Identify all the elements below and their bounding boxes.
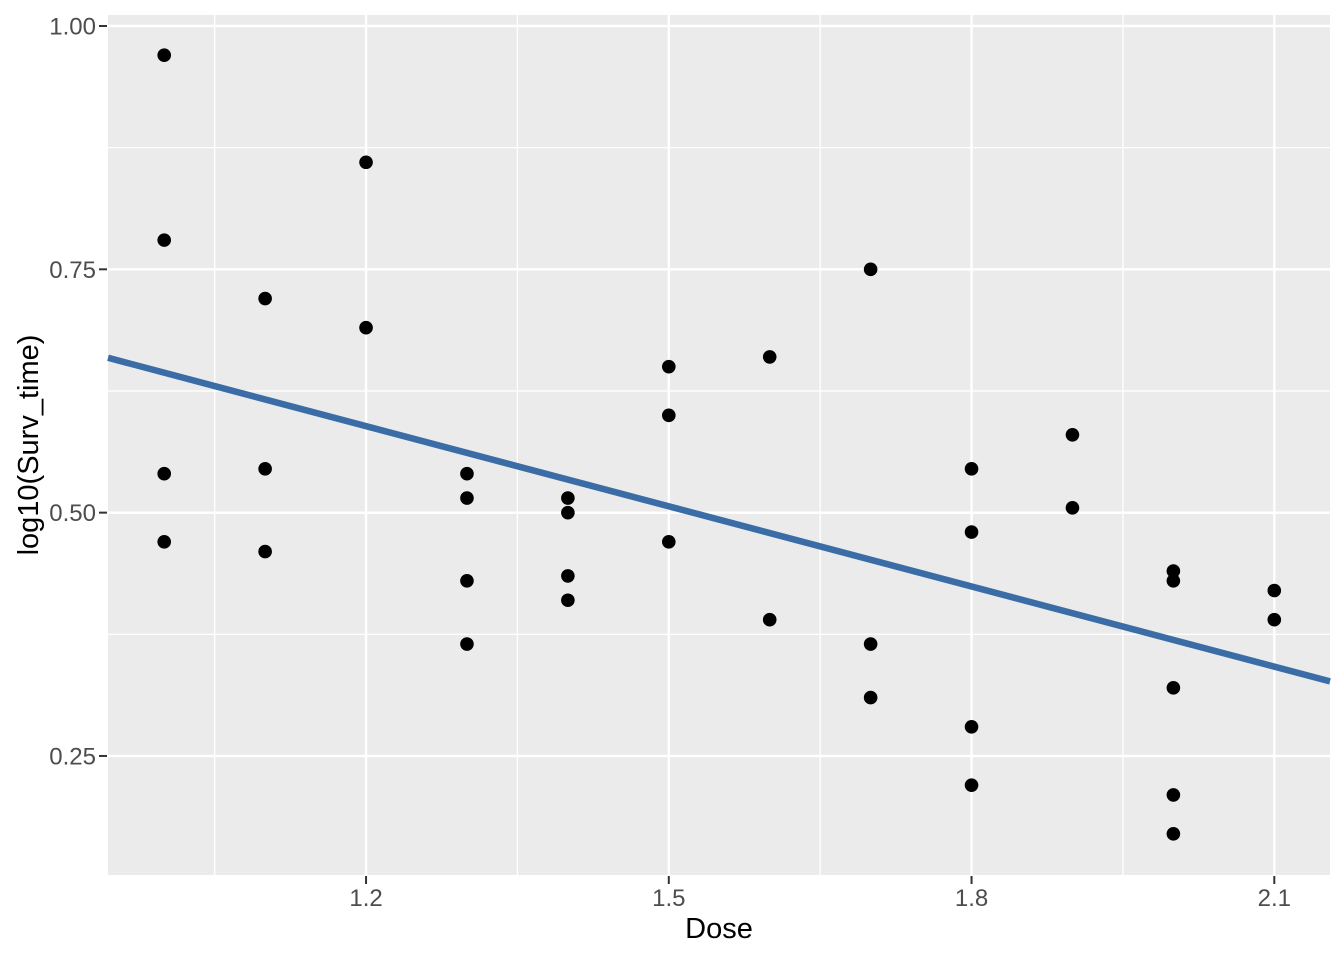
x-axis-title: Dose [685, 913, 753, 945]
data-point [460, 491, 474, 505]
y-tick-label: 0.50 [49, 500, 96, 527]
y-tick-label: 1.00 [49, 13, 96, 40]
data-point [1166, 564, 1181, 578]
data-point [863, 690, 878, 705]
data-point [1166, 788, 1181, 802]
data-point [359, 320, 373, 335]
x-tick-label: 2.1 [1258, 885, 1291, 912]
y-axis-title: log10(Surv_time) [13, 335, 45, 556]
data-point [561, 593, 575, 608]
data-point [157, 466, 172, 481]
data-point [1166, 827, 1181, 841]
data-point [1065, 427, 1080, 442]
data-point [1065, 500, 1080, 515]
y-tick-label: 0.75 [49, 257, 96, 284]
data-point [863, 262, 878, 277]
x-tick-label: 1.8 [955, 885, 988, 912]
data-point [762, 612, 777, 627]
data-point [661, 359, 676, 374]
data-point [157, 535, 172, 549]
data-point [1267, 612, 1282, 627]
data-point [964, 719, 979, 734]
data-point [964, 778, 979, 792]
data-point [1267, 583, 1282, 598]
data-point [460, 637, 474, 651]
data-point [561, 569, 575, 583]
data-point [1166, 681, 1181, 695]
data-point [863, 637, 878, 651]
data-point [258, 291, 272, 306]
data-point [964, 525, 979, 539]
axis-title-layer: Dose log10(Surv_time) [13, 335, 753, 945]
data-point [964, 462, 979, 476]
data-point [157, 48, 172, 62]
data-point [661, 535, 676, 549]
x-tick-label: 1.5 [652, 885, 685, 912]
regression-line [107, 354, 1331, 685]
data-point [661, 408, 676, 423]
data-point [258, 544, 272, 559]
data-point [762, 350, 777, 364]
data-point [460, 573, 474, 588]
y-tick-label: 0.25 [49, 743, 96, 770]
data-point [157, 233, 172, 247]
data-point [258, 462, 272, 476]
x-tick-label: 1.2 [349, 885, 382, 912]
data-point [460, 466, 474, 481]
data-point [359, 155, 373, 170]
data-point [561, 491, 575, 505]
panel-background [108, 15, 1330, 875]
data-point [561, 505, 575, 520]
data-point [1166, 573, 1181, 588]
